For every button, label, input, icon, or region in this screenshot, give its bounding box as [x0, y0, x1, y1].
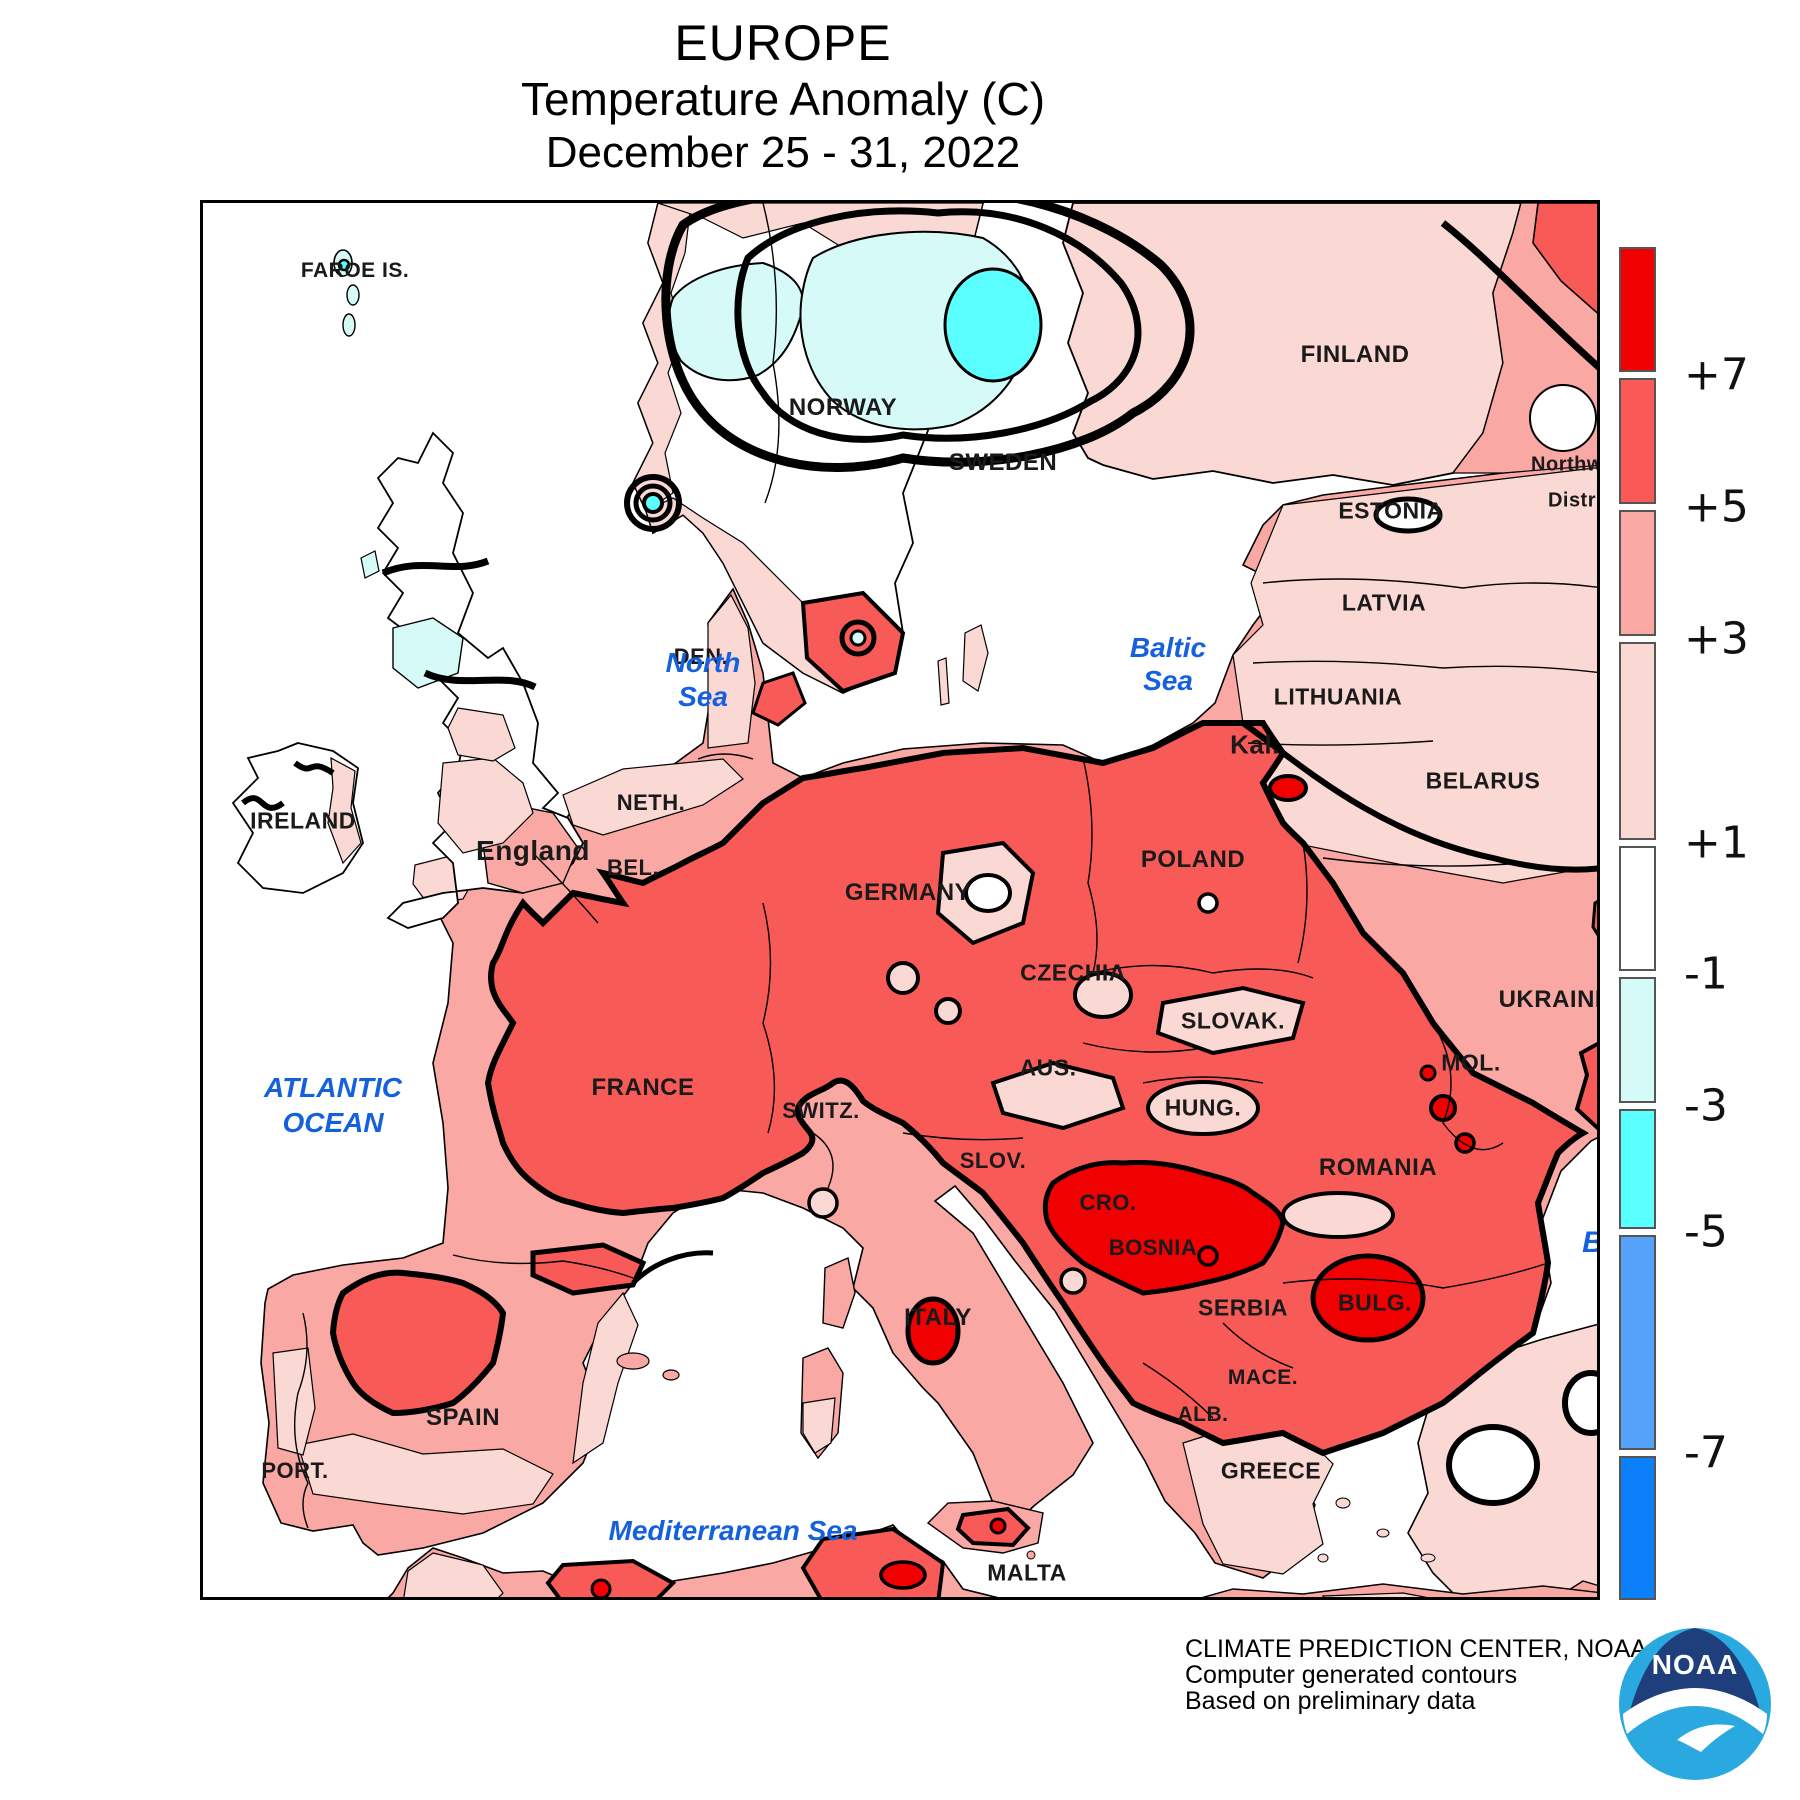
thick-contours	[631, 720, 1597, 1285]
country-label: NETH.	[616, 790, 686, 815]
country-label: CZECHIA	[1020, 959, 1126, 986]
country-label: UKRAINE	[1498, 986, 1597, 1013]
date-range: December 25 - 31, 2022	[545, 128, 1021, 177]
credits: CLIMATE PREDICTION CENTER, NOAA Computer…	[1185, 1636, 1647, 1714]
credits-agency: CLIMATE PREDICTION CENTER, NOAA	[1185, 1635, 1648, 1663]
legend-swatch	[1619, 977, 1656, 1103]
anomaly-color-scale	[1619, 247, 1656, 1606]
noaa-logo-text: NOAA	[1652, 1649, 1738, 1680]
country-label: HUNG.	[1164, 1094, 1242, 1121]
country-label: SLOV.	[959, 1148, 1027, 1173]
british-isles	[360, 431, 585, 929]
country-label: IRELAND	[250, 807, 356, 834]
pyrenees-warm-patch	[530, 1242, 647, 1296]
country-label: SLOVAK.	[1180, 1007, 1286, 1034]
sea-label: B	[1582, 1226, 1597, 1260]
country-label: BEL.	[606, 855, 660, 880]
legend-tick-label: -5	[1684, 1206, 1728, 1258]
legend-tick-label: +3	[1684, 613, 1749, 665]
country-borders	[294, 203, 1597, 1529]
legend-swatch	[1619, 247, 1656, 372]
country-label: LATVIA	[1341, 589, 1427, 616]
country-label: AUS.	[1019, 1054, 1077, 1081]
country-label: MACE.	[1227, 1366, 1299, 1389]
country-label: FRANCE	[591, 1074, 695, 1101]
north-africa	[387, 1524, 1597, 1597]
east-edge-warm-patches	[1574, 899, 1597, 1131]
sea-label: OCEAN	[282, 1107, 384, 1138]
country-label: MALTA	[987, 1559, 1067, 1586]
country-label: CRO.	[1079, 1190, 1137, 1215]
country-label: PORT.	[261, 1458, 329, 1483]
country-label: FAROE IS.	[300, 259, 410, 282]
country-label: LITHUANIA	[1273, 683, 1403, 710]
country-label: BULG.	[1337, 1289, 1413, 1316]
legend-swatch	[1619, 642, 1656, 840]
sea-label: North	[665, 647, 741, 678]
country-label: GREECE	[1220, 1457, 1322, 1484]
country-label: ALB.	[1177, 1403, 1229, 1426]
cold-anomaly-zone	[624, 203, 1195, 657]
country-label: ITALY	[904, 1304, 972, 1331]
sea-label: Baltic	[1129, 632, 1207, 663]
country-label: SWITZ.	[782, 1098, 860, 1123]
legend-tick-label: +1	[1684, 817, 1749, 869]
spain-warm-blob	[329, 1269, 507, 1417]
legend-tick-label: -7	[1684, 1427, 1728, 1479]
sea-label: Sea	[678, 681, 728, 712]
country-label: SPAIN	[425, 1404, 501, 1431]
legend-swatch	[1619, 1456, 1656, 1600]
country-label: POLAND	[1140, 846, 1246, 873]
islands	[616, 624, 1436, 1597]
country-label: Kal.	[1230, 729, 1280, 760]
country-label: ROMANIA	[1318, 1154, 1438, 1181]
noaa-logo: NOAA	[1619, 1628, 1771, 1780]
noaa-logo-gull-body	[1677, 1724, 1735, 1752]
country-label: ESTONIA	[1338, 497, 1444, 524]
page-title: EUROPE	[674, 15, 892, 71]
map-labels: FAROE IS. NORWAY SWEDEN FINLAND ESTONIA North…	[203, 203, 1597, 1597]
faroe-islands	[333, 249, 360, 337]
country-label: DEN.	[673, 644, 729, 669]
hot-cores	[905, 774, 1476, 1366]
europe-anomaly-map: FAROE IS. NORWAY SWEDEN FINLAND ESTONIA North…	[200, 200, 1600, 1600]
sea-label: Mediterranean Sea	[608, 1515, 858, 1546]
legend-swatch	[1619, 378, 1656, 504]
country-label: NORWAY	[788, 394, 898, 421]
ireland	[231, 742, 364, 894]
legend-swatch	[1619, 510, 1656, 636]
legend-tick-label: +7	[1684, 349, 1749, 401]
finland-russia	[1062, 203, 1597, 534]
noaa-logo-gull-wings	[1623, 1688, 1767, 1734]
europe-map-art	[203, 203, 1597, 1597]
legend-swatch	[1619, 1109, 1656, 1229]
country-label: Distri	[1547, 489, 1597, 512]
country-label: Northw	[1531, 453, 1597, 476]
country-label: FINLAND	[1300, 341, 1410, 368]
page-subtitle: Temperature Anomaly (C)	[520, 73, 1046, 125]
legend-tick-label: -1	[1684, 948, 1728, 1000]
country-label: SWEDEN	[948, 449, 1058, 476]
country-label: SERBIA	[1198, 1294, 1288, 1321]
legend-tick-label: -3	[1684, 1080, 1728, 1132]
country-label: BELARUS	[1425, 767, 1541, 794]
country-label: GERMANY	[844, 879, 972, 906]
country-label: BOSNIA	[1108, 1235, 1198, 1260]
credits-source: Based on preliminary data	[1185, 1687, 1476, 1715]
credits-method: Computer generated contours	[1185, 1661, 1518, 1689]
sea-label: Sea	[1143, 665, 1193, 696]
sea-label: ATLANTIC	[264, 1072, 402, 1103]
denmark-east-patch	[751, 671, 807, 727]
cool-pockets-on-warm-mass	[807, 840, 1395, 1295]
legend-swatch	[1619, 846, 1656, 971]
country-label: England	[476, 835, 590, 866]
legend-tick-label: +5	[1684, 481, 1749, 533]
country-label: MOL.	[1441, 1049, 1501, 1076]
legend-swatch	[1619, 1235, 1656, 1450]
